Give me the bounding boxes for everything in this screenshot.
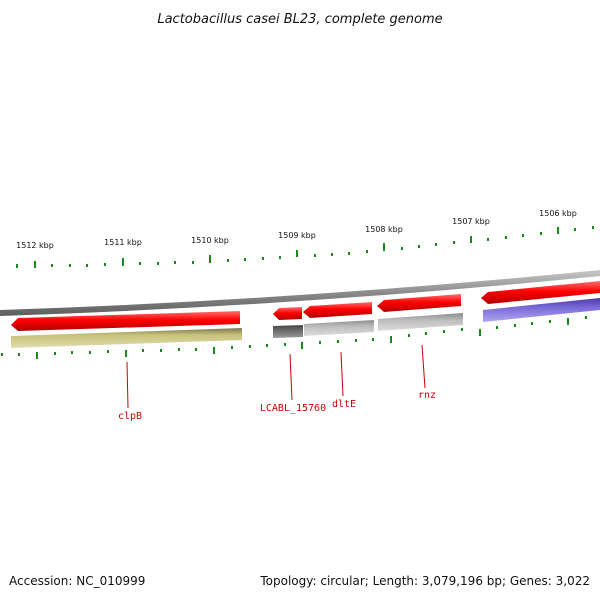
tick-label: 1507 kbp bbox=[452, 217, 490, 226]
map-title: Lactobacillus casei BL23, complete genom… bbox=[157, 12, 442, 27]
gene-leader-lines bbox=[126, 344, 426, 409]
cds-track bbox=[11, 281, 600, 331]
cds-arrow-dlte[interactable] bbox=[303, 302, 372, 318]
feature-bar-gray[interactable] bbox=[378, 313, 463, 331]
feature-bar-dark[interactable] bbox=[273, 325, 303, 338]
gene-labels: clpB LCABL_15760 dltE rnz bbox=[118, 390, 436, 422]
feature-bar-olive[interactable] bbox=[11, 328, 242, 348]
tick-label: 1512 kbp bbox=[16, 241, 54, 250]
gene-label-lcabl-15760[interactable]: LCABL_15760 bbox=[260, 403, 326, 414]
outer-ruler bbox=[16, 226, 594, 268]
genome-backbone bbox=[0, 270, 600, 316]
inner-ruler bbox=[1, 316, 587, 359]
gene-label-clpb[interactable]: clpB bbox=[118, 411, 142, 422]
tick-label: 1509 kbp bbox=[278, 231, 316, 240]
cds-arrow-rnz[interactable] bbox=[377, 294, 461, 312]
cds-arrow-lcabl-15760[interactable] bbox=[273, 307, 302, 320]
tick-labels: 1512 kbp 1511 kbp 1510 kbp 1509 kbp 1508… bbox=[16, 209, 577, 250]
tick-label: 1508 kbp bbox=[365, 225, 403, 234]
genome-summary-text: Topology: circular; Length: 3,079,196 bp… bbox=[259, 574, 590, 588]
cds-arrow-clpb[interactable] bbox=[11, 311, 240, 331]
tick-label: 1511 kbp bbox=[104, 238, 142, 247]
tick-label: 1506 kbp bbox=[539, 209, 577, 218]
feature-bar-gray[interactable] bbox=[304, 320, 374, 336]
gene-label-rnz[interactable]: rnz bbox=[418, 390, 436, 401]
cds-arrow-right[interactable] bbox=[481, 281, 600, 304]
accession-text: Accession: NC_010999 bbox=[9, 574, 145, 588]
gene-label-dlte[interactable]: dltE bbox=[332, 399, 356, 410]
tick-label: 1510 kbp bbox=[191, 236, 229, 245]
feature-track bbox=[11, 298, 600, 348]
feature-bar-purple[interactable] bbox=[483, 298, 600, 322]
